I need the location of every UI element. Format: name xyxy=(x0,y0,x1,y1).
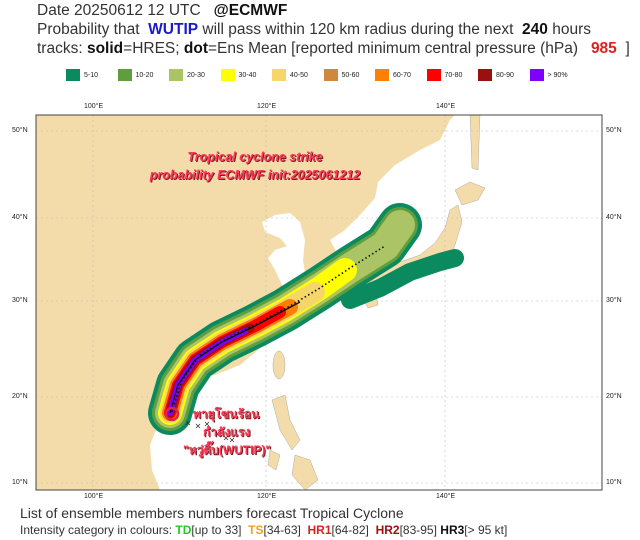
legend-swatch xyxy=(220,69,235,81)
legend-item: 20-30 xyxy=(169,69,221,81)
probability-line: Probability that WUTIP will pass within … xyxy=(37,21,592,38)
date-line: Date 20250612 12 UTC @ECMWF xyxy=(37,2,288,19)
legend-swatch xyxy=(117,69,132,81)
luzon xyxy=(271,394,301,451)
ens-mean-track xyxy=(171,245,386,413)
tracks-line: tracks: solid=HRES; dot=Ens Mean [report… xyxy=(37,40,630,57)
mindoro xyxy=(267,449,281,471)
legend-item: 40-50 xyxy=(272,69,324,81)
legend-swatch xyxy=(478,69,492,81)
lat-label: 50°N xyxy=(12,127,28,134)
legend-item: 60-70 xyxy=(375,69,427,81)
legend-swatch xyxy=(169,69,183,81)
legend-item: > 90% xyxy=(529,69,582,81)
legend-item: 30-40 xyxy=(220,69,273,81)
lon-label: 140°E xyxy=(436,493,456,500)
ensemble-member-crosses xyxy=(185,420,235,443)
lon-label: 100°E xyxy=(84,493,104,500)
lat-label: 50°N xyxy=(606,127,622,134)
legend-label: > 90% xyxy=(547,71,568,79)
legend-label: 5-10 xyxy=(84,71,99,79)
swath-band-5-10 xyxy=(341,249,464,309)
intensity-legend: Intensity category in colours: TD[up to … xyxy=(20,523,508,537)
legend-label: 60-70 xyxy=(393,71,411,79)
hokkaido xyxy=(454,181,486,206)
overlay-title-line2: probability ECMWF init:2025061212 xyxy=(149,168,361,182)
lat-label: 10°N xyxy=(12,479,28,486)
legend-label: 20-30 xyxy=(187,71,205,79)
storm-position-marker xyxy=(164,406,180,422)
legend-label: 30-40 xyxy=(238,71,257,79)
thai-label-line1: พายุโซนร้อน xyxy=(193,407,260,421)
gridlines xyxy=(36,115,602,490)
lat-label: 20°N xyxy=(12,393,28,400)
sakhalin xyxy=(469,115,481,171)
lat-label: 40°N xyxy=(12,214,28,221)
legend-swatch xyxy=(66,69,80,81)
thai-label-line2: กำลังแรง xyxy=(203,425,251,439)
legend-swatch xyxy=(529,69,544,81)
legend-label: 10-20 xyxy=(135,71,154,79)
lat-label: 30°N xyxy=(12,297,28,304)
lon-label: 120°E xyxy=(257,103,277,110)
taiwan xyxy=(272,350,286,380)
legend-label: 40-50 xyxy=(290,71,308,79)
legend-swatch xyxy=(426,69,441,81)
hres-track xyxy=(169,301,301,414)
legend-item: 50-60 xyxy=(323,69,376,81)
legend-label: 80-90 xyxy=(496,71,514,79)
legend-item: 5-10 xyxy=(66,69,118,81)
lat-label: 30°N xyxy=(606,297,622,304)
probability-legend: 5-10 10-20 20-30 30-40 40-50 50-60 60-70 70-80 8… xyxy=(66,69,581,81)
visayas xyxy=(291,454,319,490)
legend-label: 50-60 xyxy=(341,71,360,79)
footer-line1: List of ensemble members numbers forecas… xyxy=(20,505,404,521)
lon-label: 120°E xyxy=(257,493,277,500)
legend-item: 70-80 xyxy=(426,69,479,81)
lon-label: 140°E xyxy=(436,103,456,110)
overlay-title-line1: Tropical cyclone strike xyxy=(187,150,323,164)
lat-label: 40°N xyxy=(606,214,622,221)
lat-label: 20°N xyxy=(606,393,622,400)
lon-label: 100°E xyxy=(84,103,104,110)
legend-item: 10-20 xyxy=(117,69,170,81)
storm-name: WUTIP xyxy=(148,21,199,38)
map-frame xyxy=(35,114,603,491)
legend-swatch xyxy=(272,69,286,81)
legend-swatch xyxy=(323,69,338,81)
thai-label-line3: "หวู่ติ๊บ(WUTIP)" xyxy=(183,443,272,457)
legend-swatch xyxy=(375,69,389,81)
legend-label: 70-80 xyxy=(444,71,463,79)
legend-item: 80-90 xyxy=(478,69,530,81)
lat-label: 10°N xyxy=(606,479,622,486)
